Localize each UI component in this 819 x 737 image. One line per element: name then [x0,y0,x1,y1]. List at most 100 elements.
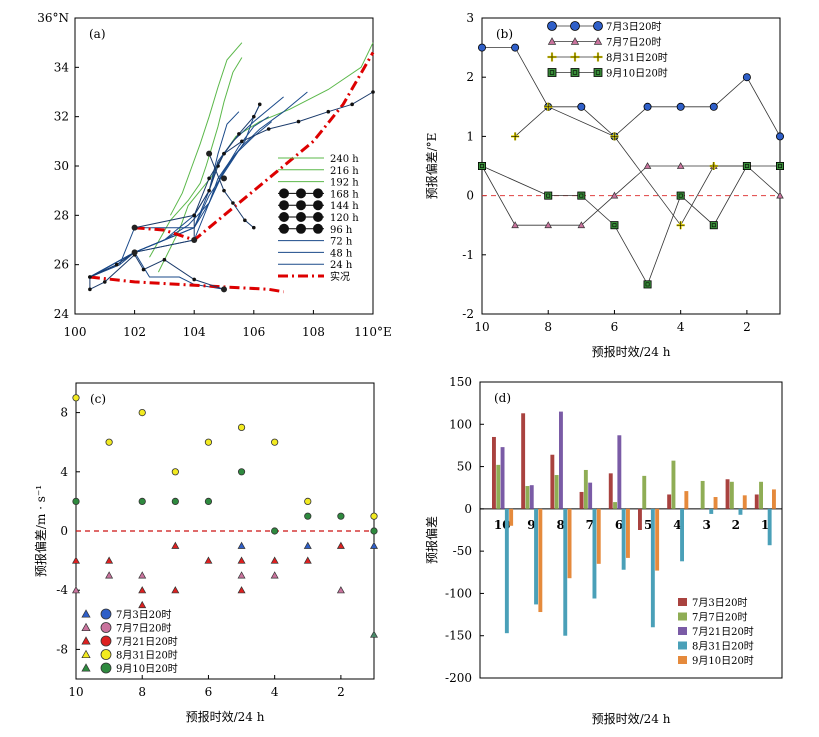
legend-marker [100,622,112,633]
track-point [237,132,241,136]
observed-point [206,150,213,157]
legend-label: 7月7日20时 [692,612,747,624]
data-point-inner [645,282,650,287]
x-tick-label: 100 [64,325,87,339]
bar [500,447,505,509]
category-label: 5 [644,518,652,532]
data-point [171,541,180,549]
x-tick-label: 4 [271,685,279,699]
data-point [776,132,785,141]
track-point [103,280,107,284]
data-point [511,221,519,229]
data-point [336,586,345,594]
x-tick-label: 110°E [354,325,392,339]
data-point [171,586,180,594]
y-tick-label: 34 [54,60,70,74]
y-axis-label: 预报偏差/°E [424,133,439,200]
x-tick-label: 2 [743,320,751,334]
bar [492,436,496,509]
data-point [105,571,114,579]
data-point [171,468,179,476]
bar [655,508,660,571]
data-point [370,630,378,638]
observed-point [131,224,138,231]
bar [650,508,655,628]
data-point [138,497,146,505]
data-point [610,191,619,199]
data-point-inner [579,193,584,198]
legend-label: 144 h [330,201,359,212]
bar [509,508,514,526]
y-tick-label: 32 [54,110,69,124]
legend-label: 8月31日20时 [606,52,668,64]
data-point [477,43,486,52]
data-point [303,556,312,564]
y-tick-label: 100 [449,417,472,431]
y-tick-label: 50 [457,460,472,474]
legend-marker [547,37,557,45]
bar [638,508,642,530]
data-point [337,512,345,520]
legend-marker [593,21,603,31]
y-tick-label: 0 [464,502,472,516]
x-tick-label: 8 [544,320,552,334]
data-point [370,541,378,549]
data-point [138,408,146,417]
track-line [89,96,284,278]
category-label: 1 [761,518,769,532]
data-point [204,438,213,446]
legend-label: 240 h [330,154,359,165]
bar [754,494,759,509]
y-tick-label: 3 [466,11,474,25]
y-tick-label: -8 [56,642,68,656]
legend-label: 7月3日20时 [606,21,661,33]
bar [529,485,534,509]
panel-label: (b) [496,27,513,41]
legend-label: 7月3日20时 [692,597,747,609]
data-point [577,221,586,229]
data-point [171,497,179,505]
bar [567,508,572,579]
data-point [138,571,147,579]
bar [729,481,734,509]
category-label: 3 [702,518,710,532]
legend-marker [593,68,603,77]
legend-label: 96 h [330,225,353,236]
track-point [222,151,226,156]
track-point [207,176,211,181]
legend-label: 72 h [330,237,353,248]
bar [608,473,613,509]
x-tick-label: 10 [474,320,489,334]
observed-point [131,249,138,256]
x-axis-label: 预报时效/24 h [186,709,265,724]
legend-marker [296,188,306,199]
y-tick-label: -100 [445,586,472,600]
data-point [676,191,685,200]
data-point [303,541,312,549]
category-label: 4 [673,518,681,532]
x-tick-label: 6 [611,320,619,334]
data-point [643,102,652,111]
observed-track [89,275,284,294]
data-point [270,571,279,579]
legend-label: 9月10日20时 [116,663,178,675]
y-tick-label: 0 [466,189,474,203]
data-point [643,280,652,289]
legend-marker [81,649,91,659]
legend-marker-inner [572,70,578,75]
bar [521,413,526,509]
bar [759,481,763,509]
legend-marker [81,622,91,632]
bar [767,508,772,546]
bar [588,482,593,509]
data-point [709,221,718,230]
track-point [162,257,167,262]
legend-label: 216 h [330,166,359,177]
y-tick-label: 30 [54,159,69,173]
data-point [270,556,279,564]
track-point [296,119,301,124]
data-point [304,512,312,520]
x-tick-label: 4 [677,320,685,334]
bar [709,508,714,514]
